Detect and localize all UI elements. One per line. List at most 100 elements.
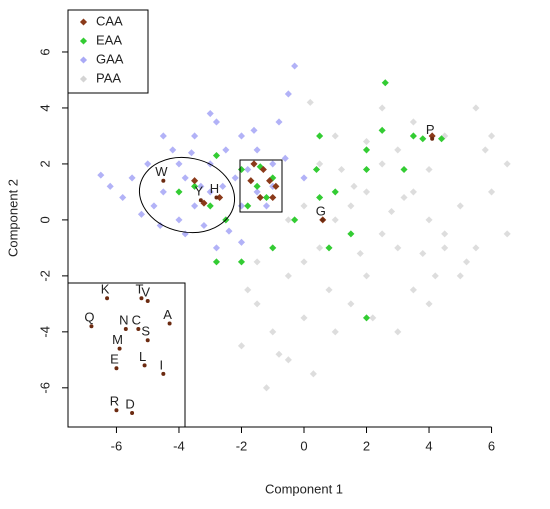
point — [253, 146, 261, 154]
point — [362, 165, 371, 174]
point — [316, 160, 324, 168]
point — [488, 132, 496, 140]
annotation-label: H — [210, 181, 219, 196]
point — [206, 110, 214, 118]
y-tick-label: -6 — [37, 382, 52, 394]
point — [156, 221, 164, 230]
point — [212, 118, 221, 126]
x-tick-label: 2 — [363, 438, 370, 453]
point — [441, 244, 449, 252]
point — [225, 227, 233, 235]
point — [400, 165, 408, 174]
point — [316, 132, 324, 140]
y-axis-label: Component 2 — [5, 179, 20, 257]
point — [378, 104, 386, 112]
point — [237, 202, 246, 210]
point — [253, 182, 261, 190]
annotation-point — [123, 327, 128, 332]
x-tick-label: -6 — [111, 438, 123, 453]
point — [409, 132, 417, 140]
point — [284, 356, 292, 364]
y-tick-label: 2 — [37, 160, 52, 167]
point — [181, 174, 189, 182]
point — [316, 244, 324, 252]
point — [425, 165, 433, 174]
annotation-point — [214, 195, 219, 200]
point — [259, 165, 267, 174]
point — [347, 202, 355, 210]
annotation-point — [89, 324, 94, 329]
y-tick-label: 4 — [37, 104, 52, 111]
point — [325, 286, 333, 294]
annotation-point — [142, 363, 147, 368]
annotation-label: S — [141, 324, 150, 339]
annotation-point — [117, 346, 122, 351]
point — [378, 126, 386, 134]
annotation-point — [139, 296, 144, 301]
x-tick-label: 4 — [425, 438, 432, 453]
point — [244, 286, 252, 294]
point — [316, 193, 324, 202]
point — [137, 210, 145, 218]
point — [106, 182, 114, 190]
point — [472, 244, 480, 252]
point — [488, 188, 496, 196]
annotation-label: I — [160, 357, 164, 372]
point — [381, 79, 389, 87]
point — [300, 314, 308, 322]
point — [463, 258, 471, 266]
point — [219, 182, 227, 190]
point — [456, 202, 464, 210]
annotation-label: D — [125, 396, 134, 411]
annotation-point — [136, 327, 141, 332]
point — [212, 244, 221, 252]
point — [409, 118, 417, 126]
point — [309, 370, 317, 378]
point — [253, 300, 261, 308]
point — [175, 216, 183, 224]
point — [222, 146, 230, 154]
point — [266, 177, 274, 185]
annotation-point — [320, 217, 325, 222]
point — [197, 182, 205, 190]
point — [269, 244, 277, 252]
point — [169, 146, 177, 154]
point — [306, 98, 314, 106]
point — [409, 286, 417, 294]
annotation-label: Q — [84, 310, 94, 325]
annotation-point — [198, 198, 203, 203]
x-tick-label: -4 — [173, 438, 185, 453]
point — [291, 216, 299, 224]
y-tick-label: -2 — [37, 270, 52, 282]
point — [362, 188, 371, 196]
legend-label: GAA — [96, 51, 124, 66]
point — [331, 188, 339, 196]
point — [331, 132, 339, 140]
point — [350, 182, 358, 190]
point — [362, 146, 371, 154]
legend-label: EAA — [96, 32, 122, 47]
point — [253, 188, 261, 196]
annotation-point — [161, 371, 166, 376]
x-tick-label: 6 — [488, 438, 495, 453]
point — [362, 272, 371, 280]
annotation-label: P — [426, 122, 435, 137]
annotation-label: L — [139, 349, 146, 364]
point — [284, 216, 292, 224]
point — [262, 202, 271, 210]
point — [438, 135, 446, 143]
point — [441, 230, 449, 238]
point — [300, 174, 308, 182]
point — [300, 202, 308, 210]
annotation-label: T — [135, 282, 143, 297]
x-tick-label: -2 — [236, 438, 248, 453]
annotation-point — [114, 366, 119, 371]
point — [347, 230, 355, 238]
point — [394, 146, 402, 154]
point — [237, 165, 246, 174]
point — [247, 177, 255, 185]
x-axis-label: Component 1 — [265, 481, 343, 496]
legend-label: PAA — [96, 70, 121, 85]
annotation-point — [167, 321, 172, 326]
